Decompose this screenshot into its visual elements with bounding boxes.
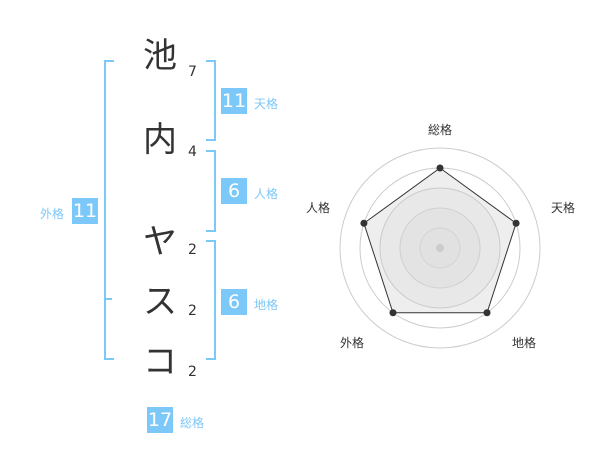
soukaku-value: 17: [147, 407, 173, 433]
stroke-count: 2: [188, 303, 197, 319]
axis-label: 外格: [340, 335, 364, 350]
name-char: コ: [143, 342, 177, 382]
radar-polygon: [363, 167, 517, 314]
radar-point: [512, 219, 520, 227]
radar-point: [389, 309, 397, 317]
name-char: ヤ: [143, 222, 177, 262]
gaikaku-label: 外格: [40, 207, 65, 221]
name-char: ス: [143, 282, 177, 322]
chikaku-value: 6: [221, 289, 247, 315]
jinkaku-value: 6: [221, 178, 247, 204]
gaikaku-value: 11: [72, 198, 98, 224]
radar-center: [436, 244, 444, 252]
tenkaku-value: 11: [221, 88, 247, 114]
chikaku-label: 地格: [254, 298, 279, 312]
axis-label: 総格: [428, 122, 452, 137]
tenkaku-bracket: [206, 60, 216, 141]
radar-point: [360, 219, 368, 227]
stroke-count: 2: [188, 364, 197, 380]
bracket-divider: [106, 298, 112, 300]
tenkaku-label: 天格: [254, 97, 279, 111]
stroke-count: 7: [188, 64, 197, 80]
radar-point: [436, 164, 444, 172]
axis-label: 地格: [512, 335, 536, 350]
radar-point: [483, 309, 491, 317]
stroke-count: 4: [188, 144, 197, 160]
chikaku-bracket: [206, 240, 216, 360]
jinkaku-bracket: [206, 150, 216, 232]
soukaku-label: 総格: [180, 416, 205, 430]
name-char: 内: [143, 120, 177, 160]
axis-label: 天格: [551, 200, 575, 215]
radar-ring: [339, 147, 541, 349]
jinkaku-label: 人格: [254, 187, 279, 201]
name-char: 池: [143, 36, 177, 76]
stroke-count: 2: [188, 242, 197, 258]
axis-label: 人格: [306, 200, 330, 215]
gaikaku-bracket: [104, 60, 114, 360]
